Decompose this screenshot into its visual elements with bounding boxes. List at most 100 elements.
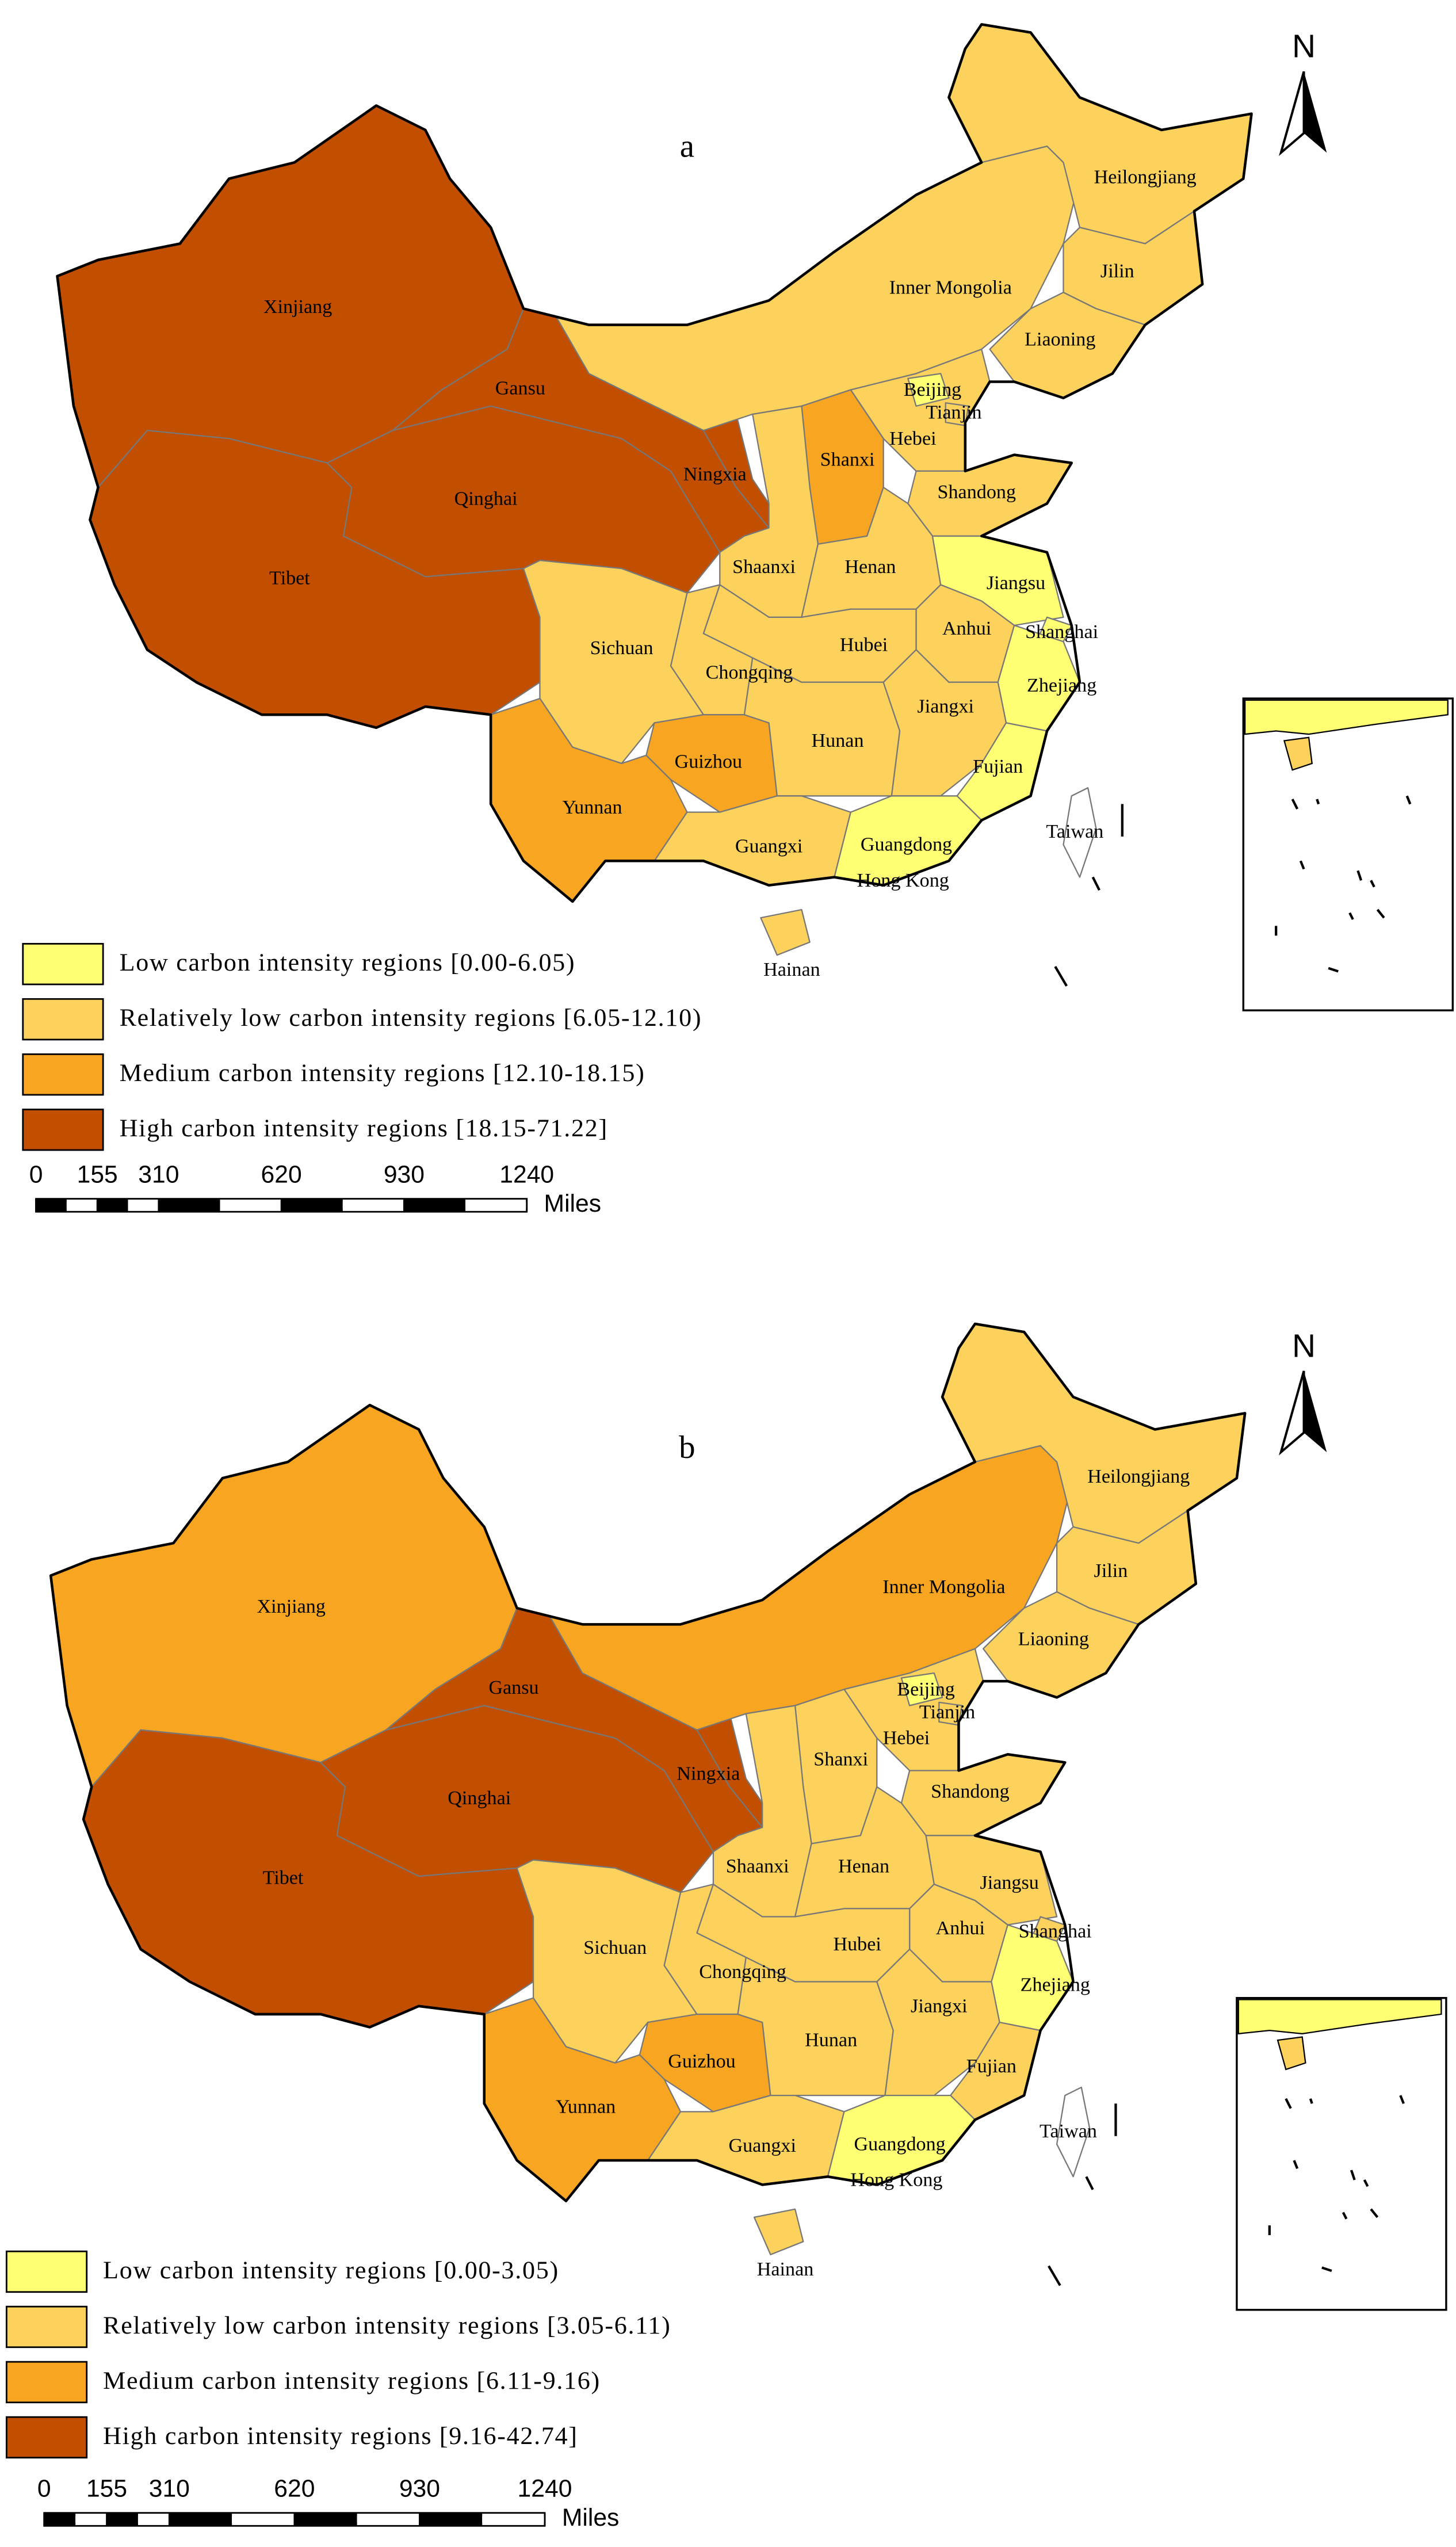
inset-island	[1283, 736, 1313, 771]
scale-bar-segment	[169, 2512, 232, 2526]
province-label: Shanxi	[820, 449, 875, 471]
province-label: Jilin	[1094, 1560, 1128, 1582]
inset-island-mark	[1342, 2212, 1348, 2220]
north-arrow	[1279, 71, 1305, 156]
province-label: Heilongjiang	[1087, 1466, 1190, 1487]
province-label: Chongqing	[699, 1961, 786, 1983]
province-label: Fujian	[966, 2056, 1016, 2077]
panel-label: a	[680, 129, 694, 165]
province-label: Tibet	[269, 568, 310, 589]
scale-bar-label: 155	[86, 2476, 127, 2503]
province-label: Jiangxi	[917, 696, 974, 717]
country-outline	[56, 23, 1253, 903]
scale-bar-segment	[465, 1202, 527, 1209]
legend-label: Medium carbon intensity regions [6.11-9.…	[103, 2366, 601, 2395]
legend-label: Relatively low carbon intensity regions …	[103, 2311, 671, 2339]
province-label: Shanxi	[813, 1748, 868, 1770]
province-label: Hunan	[805, 2030, 857, 2051]
inset-island-mark	[1376, 908, 1385, 919]
province-label: Hunan	[812, 730, 864, 751]
province-label: Jilin	[1100, 261, 1134, 282]
island-mark	[1091, 876, 1100, 891]
scale-bar-label: 930	[384, 1161, 425, 1188]
scale-bar-segment	[137, 2516, 170, 2523]
north-label: N	[1292, 1328, 1316, 1364]
scale-bar-segment	[128, 1202, 159, 1209]
province	[760, 908, 811, 956]
province-label: Liaoning	[1018, 1628, 1089, 1649]
province-label: Shanghai	[1019, 1921, 1092, 1942]
province	[907, 373, 950, 407]
province-label: Beijing	[897, 1679, 954, 1700]
scale-bar-segment	[75, 2516, 107, 2523]
panel-label: b	[679, 1430, 695, 1465]
scale-bar-label: 620	[261, 1161, 302, 1188]
province-label: Shaanxi	[732, 556, 796, 578]
scale-bar-segment	[404, 1198, 466, 1212]
province-label: Chongqing	[706, 662, 793, 683]
scale-bar-unit: Miles	[562, 2504, 620, 2531]
province-label: Shanghai	[1025, 621, 1098, 643]
province-label: Hong Kong	[850, 2170, 942, 2191]
country-outline	[49, 1322, 1247, 2202]
scale-bar-segment	[294, 2512, 357, 2526]
province-label: Shaanxi	[726, 1856, 789, 1877]
legend-swatch	[22, 998, 104, 1041]
province-label: Taiwan	[1046, 821, 1103, 842]
province-label: Jiangsu	[987, 572, 1045, 594]
north-arrow	[1304, 1370, 1327, 1453]
province-label: Qinghai	[454, 488, 518, 509]
province-label: Guangdong	[861, 834, 952, 856]
province-label: Hong Kong	[857, 870, 949, 891]
province-label: Sichuan	[590, 637, 654, 659]
legend-swatch	[22, 1108, 104, 1151]
province-label: Beijing	[904, 379, 961, 400]
legend-swatch	[5, 2416, 88, 2459]
inset-island-mark	[1370, 2208, 1379, 2218]
inset-island-mark	[1293, 2160, 1299, 2169]
legend-label: Low carbon intensity regions [0.00-3.05)	[103, 2256, 559, 2284]
inset-island-mark	[1291, 799, 1299, 809]
province-label: Taiwan	[1040, 2121, 1097, 2142]
scale-bar-segment	[220, 1202, 282, 1209]
inset-island-mark	[1328, 967, 1339, 973]
province-label: Shandong	[938, 482, 1016, 503]
inset-island	[1277, 2036, 1306, 2071]
province-label: Yunnan	[562, 797, 622, 818]
legend-swatch	[22, 942, 104, 986]
province-label: Guangxi	[735, 836, 803, 857]
province-label: Jiangxi	[911, 1996, 968, 2017]
map-panel: Xinjiang Tibet Qinghai Gansu Ningxia Inner Mo…	[56, 23, 1454, 1011]
scale-bar-label: 1240	[499, 1161, 554, 1188]
legend-label: High carbon intensity regions [9.16-42.7…	[103, 2422, 578, 2450]
island-mark	[1085, 2176, 1094, 2190]
province-label: Hebei	[889, 428, 936, 449]
province-label: Jiangsu	[980, 1872, 1038, 1893]
province-label: Heilongjiang	[1094, 166, 1197, 188]
inset-island-mark	[1321, 2266, 1332, 2273]
province-label: Tibet	[263, 1867, 304, 1888]
province	[737, 1956, 894, 2097]
province-label: Anhui	[936, 1918, 985, 1939]
province-label: Zhejiang	[1027, 675, 1096, 696]
scale-bar-label: 0	[29, 1161, 43, 1188]
inset-island-mark	[1350, 2170, 1356, 2181]
scale-bar-segment	[158, 1198, 220, 1212]
province-label: Hubei	[840, 635, 888, 656]
province-label: Inner Mongolia	[882, 1576, 1005, 1598]
province	[743, 657, 901, 797]
legend-swatch	[5, 2305, 88, 2349]
inset-coast	[1244, 699, 1449, 735]
inset-island-mark	[1370, 880, 1375, 888]
province-label: Guizhou	[675, 751, 743, 773]
scale-bar-label: 0	[37, 2476, 51, 2503]
province-label: Guizhou	[668, 2051, 736, 2072]
province-label: Inner Mongolia	[889, 277, 1012, 298]
province-label: Henan	[844, 556, 896, 578]
scale-bar-segment	[97, 1198, 128, 1212]
province-label: Anhui	[942, 618, 991, 639]
scale-bar-label: 1240	[518, 2476, 572, 2503]
legend-label: Relatively low carbon intensity regions …	[120, 1003, 702, 1032]
